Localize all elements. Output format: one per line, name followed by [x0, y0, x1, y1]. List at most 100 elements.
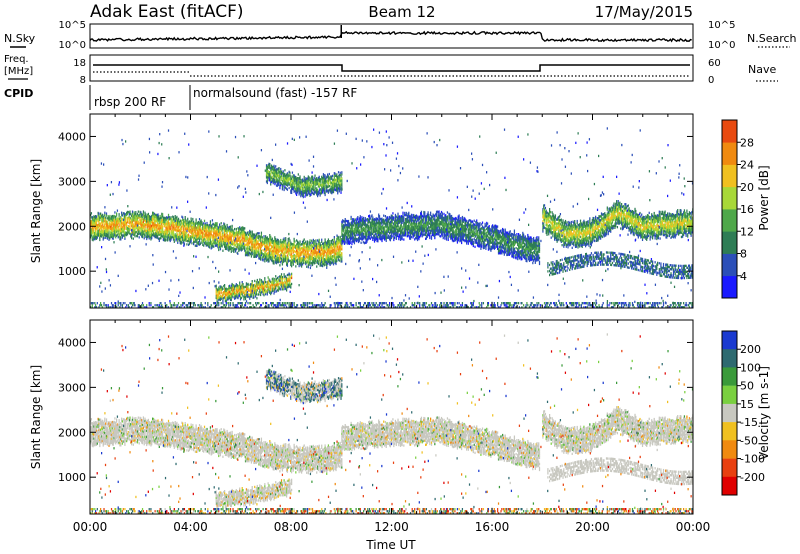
- power-cell: [341, 254, 343, 257]
- power-cell: [134, 212, 136, 216]
- power-cell: [143, 218, 145, 222]
- power-cell: [332, 247, 334, 250]
- power-cell: [154, 234, 156, 237]
- power-cell: [358, 220, 360, 223]
- power-cell: [283, 259, 285, 262]
- power-cell: [276, 254, 279, 258]
- power-cell: [174, 233, 176, 236]
- noise-tick-left-top: 10^5: [59, 20, 86, 31]
- power-cell: [310, 242, 312, 245]
- power-cell: [217, 233, 219, 237]
- power-cell: [185, 231, 187, 234]
- power-cell: [403, 224, 405, 227]
- power-cell: [193, 240, 195, 244]
- power-cell: [471, 226, 473, 230]
- power-cell: [244, 231, 247, 235]
- power-cell: [492, 240, 495, 243]
- power-cell: [105, 232, 107, 235]
- power-cell: [313, 260, 315, 263]
- power-cell: [282, 252, 284, 256]
- power-cell: [389, 226, 392, 230]
- power-cell: [96, 218, 98, 221]
- power-cell: [450, 233, 452, 236]
- power-cell: [324, 250, 326, 253]
- power-cell: [315, 249, 317, 252]
- power-cell: [436, 216, 438, 219]
- power-cell: [350, 236, 352, 239]
- power-cell: [110, 219, 112, 222]
- power-cell: [244, 233, 246, 236]
- power-cell: [450, 219, 452, 222]
- power-cell: [124, 233, 126, 236]
- power-cell: [412, 215, 414, 219]
- power-cell: [354, 234, 356, 237]
- power-cell: [490, 245, 492, 248]
- power-cell: [113, 224, 115, 228]
- power-cell: [360, 231, 362, 234]
- power-cell: [450, 225, 452, 228]
- power-cell: [244, 237, 247, 241]
- power-cell: [90, 222, 93, 225]
- power-cell: [193, 240, 196, 244]
- power-cell: [341, 226, 343, 229]
- power-cell: [101, 233, 103, 237]
- power-cell: [185, 239, 187, 243]
- power-cell: [262, 259, 264, 262]
- power-cell: [141, 223, 144, 227]
- power-cell: [295, 265, 297, 268]
- power-cell: [409, 227, 412, 230]
- power-cell: [337, 248, 340, 251]
- power-cell: [395, 235, 397, 239]
- power-cell: [231, 243, 233, 246]
- power-cell: [402, 219, 404, 223]
- power-cell: [326, 264, 328, 267]
- power-cell: [176, 215, 178, 219]
- power-cell: [305, 240, 307, 243]
- power-cell: [320, 248, 322, 251]
- power-cell: [413, 222, 415, 225]
- power-cell: [213, 231, 215, 234]
- power-cell: [203, 232, 205, 235]
- power-cell: [121, 222, 124, 225]
- power-cell: [275, 249, 278, 253]
- power-cell: [356, 223, 358, 227]
- power-cell: [374, 222, 376, 225]
- power-cell: [137, 222, 139, 225]
- power-cell: [98, 224, 100, 227]
- power-cell: [205, 244, 207, 247]
- power-cell: [101, 231, 103, 235]
- power-cell: [308, 261, 310, 264]
- power-cell: [399, 221, 401, 224]
- power-cell: [140, 233, 142, 236]
- power-cell: [467, 242, 469, 245]
- power-cell: [136, 230, 138, 234]
- power-cell: [204, 238, 206, 242]
- power-cell: [214, 244, 217, 247]
- power-cell: [400, 235, 402, 238]
- power-cell: [93, 229, 95, 232]
- power-cell: [196, 238, 198, 241]
- power-cell: [436, 218, 438, 221]
- power-cell: [211, 224, 213, 227]
- power-cell: [464, 229, 466, 233]
- power-cell: [193, 220, 195, 223]
- power-cell: [378, 215, 380, 218]
- power-cell: [222, 249, 224, 252]
- power-cell: [394, 234, 397, 237]
- power-cell: [309, 247, 311, 250]
- power-cell: [173, 234, 175, 237]
- power-cell: [337, 241, 339, 245]
- power-cell: [111, 214, 114, 218]
- power-cell: [254, 253, 256, 257]
- power-cell: [213, 239, 215, 242]
- power-cell: [428, 230, 430, 233]
- power-cell: [198, 225, 200, 228]
- power-cell: [492, 226, 495, 229]
- power-cell: [271, 259, 273, 263]
- power-cell: [273, 256, 275, 259]
- power-cell: [307, 261, 309, 265]
- power-cell: [378, 221, 380, 224]
- power-cell: [284, 256, 286, 259]
- power-cell: [384, 215, 387, 218]
- power-cell: [420, 220, 422, 223]
